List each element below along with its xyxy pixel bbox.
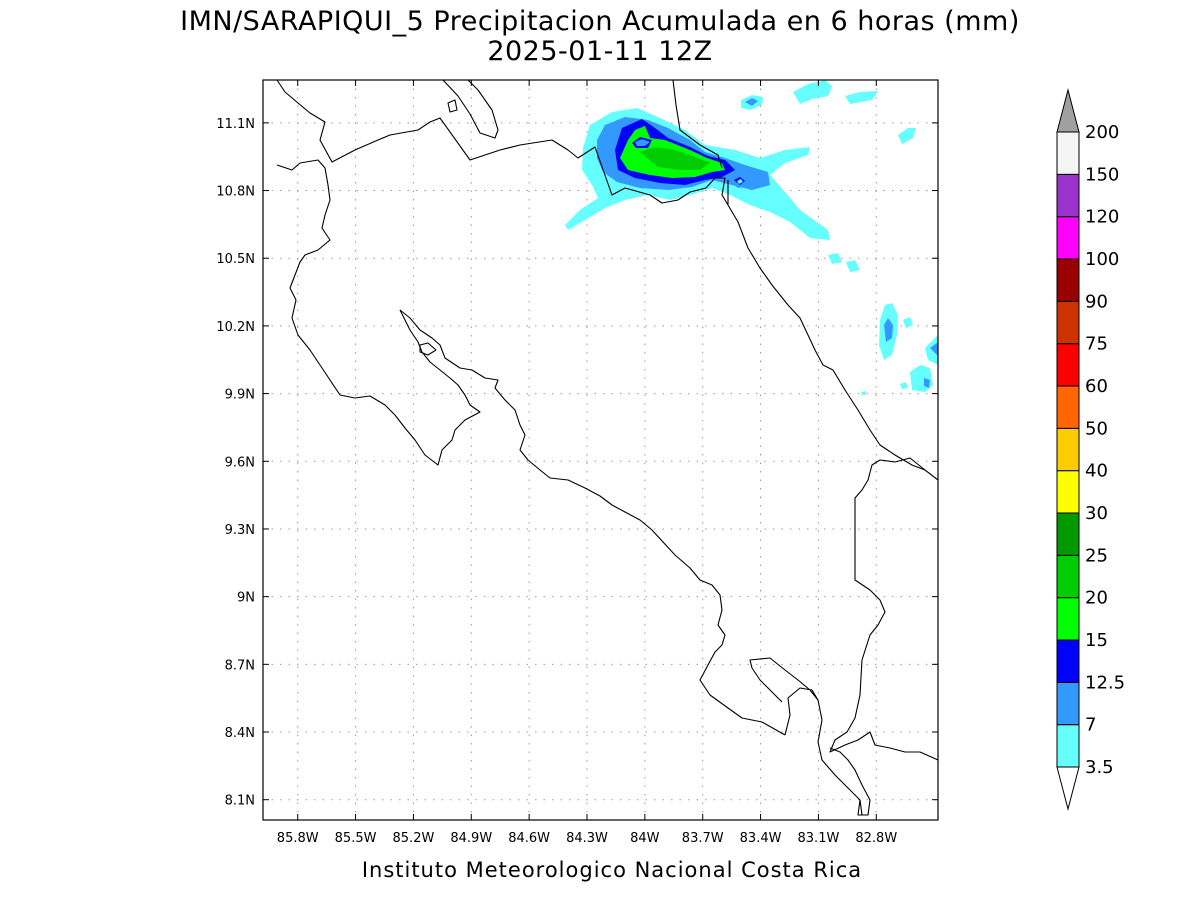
colorbar: 3.5 7 12.5 15 20 25 30 40 50 60 75 90 100 120 150 200 <box>1056 88 1125 811</box>
pacific-coast-north <box>276 159 481 466</box>
precip-area-3p5-east-coast-3 <box>910 365 933 392</box>
y-tick-label: 8.4N <box>225 726 255 741</box>
colorbar-level-label: 200 <box>1085 122 1119 143</box>
nicaragua-border <box>276 79 729 206</box>
colorbar-level-label: 25 <box>1085 545 1108 566</box>
gulf-of-nicoya <box>399 309 786 736</box>
y-tick-label: 10.5N <box>216 252 255 267</box>
colorbar-swatch <box>1056 173 1080 218</box>
precip-area-3p5-east-dot <box>737 179 743 184</box>
precip-area-3p5-ne-3 <box>845 91 878 104</box>
colorbar-swatch <box>1056 300 1080 345</box>
colorbar-level-label: 40 <box>1085 461 1108 482</box>
x-tick-label: 84W <box>630 831 660 846</box>
colorbar-level-label: 20 <box>1085 588 1108 609</box>
axis-ticks: 85.8W 85.5W 85.2W 84.9W 84.6W 84.3W 84W 83.7W 83… <box>216 80 938 846</box>
colorbar-swatch <box>1056 554 1080 599</box>
precip-area-20-north <box>640 147 710 170</box>
y-tick-label: 8.7N <box>225 658 255 673</box>
colorbar-swatch <box>1056 258 1080 302</box>
colorbar-level-label: 30 <box>1085 503 1108 524</box>
x-tick-label: 85.2W <box>393 831 435 846</box>
colorbar-swatch <box>1056 512 1080 556</box>
colorbar-swatch <box>1056 639 1080 683</box>
colorbar-swatch <box>1056 597 1080 641</box>
colorbar-level-label: 120 <box>1085 207 1119 228</box>
precip-area-3p5-tiny <box>861 391 866 395</box>
colorbar-level-label: 12.5 <box>1085 672 1125 693</box>
colorbar-level-label: 3.5 <box>1085 757 1114 778</box>
y-tick-label: 11.1N <box>216 117 255 132</box>
x-tick-label: 84.6W <box>508 831 550 846</box>
y-tick-label: 10.2N <box>216 320 255 335</box>
precip-area-3p5-small <box>900 382 908 389</box>
nicoya-island <box>419 342 437 356</box>
gridlines <box>263 80 938 820</box>
colorbar-level-label: 60 <box>1085 376 1108 397</box>
osa-peninsula <box>749 657 819 736</box>
colorbar-level-label: 7 <box>1085 715 1096 736</box>
precip-area-7-ne-1 <box>745 98 758 106</box>
colorbar-swatch <box>1056 470 1080 514</box>
colorbar-swatch <box>1056 724 1080 768</box>
coastlines-and-borders <box>276 79 939 816</box>
colorbar-level-label: 50 <box>1085 418 1108 439</box>
y-tick-label: 9.6N <box>225 455 255 470</box>
map-title: IMN/SARAPIQUI_5 Precipitacion Acumulada … <box>180 6 1020 37</box>
colorbar-upper-extend <box>1056 88 1080 133</box>
x-tick-label: 83.1W <box>798 831 840 846</box>
precip-area-3p5-east-edge <box>925 335 938 365</box>
panama-border <box>829 457 939 761</box>
x-tick-label: 82.8W <box>855 831 897 846</box>
precip-area-3p5-ne-2 <box>793 80 832 104</box>
y-tick-label: 9N <box>237 591 255 606</box>
colorbar-swatch <box>1056 216 1080 260</box>
precip-area-3p5-central-2 <box>846 260 860 272</box>
lake-island <box>447 99 458 113</box>
colorbar-swatch <box>1056 681 1080 726</box>
colorbar-lower-extend <box>1056 766 1080 811</box>
golfo-dulce-coast <box>817 699 871 816</box>
san-juan-river <box>672 79 723 169</box>
colorbar-swatch <box>1056 385 1080 429</box>
precip-area-7-east-coast-1 <box>884 318 893 342</box>
colorbar-swatch <box>1056 427 1080 472</box>
x-tick-label: 83.7W <box>682 831 724 846</box>
colorbar-level-label: 15 <box>1085 630 1108 651</box>
colorbar-level-label: 150 <box>1085 164 1119 185</box>
colorbar-level-label: 75 <box>1085 334 1108 355</box>
y-tick-label: 10.8N <box>216 185 255 200</box>
x-tick-label: 85.5W <box>335 831 377 846</box>
precip-area-3p5-ne-4 <box>898 128 916 144</box>
institution-credit: Instituto Meteorologico Nacional Costa R… <box>362 858 862 882</box>
colorbar-level-label: 90 <box>1085 291 1108 312</box>
precip-area-3p5-hole <box>635 139 650 146</box>
precip-area-7-east-edge <box>930 342 938 356</box>
x-tick-label: 84.3W <box>566 831 608 846</box>
x-tick-label: 84.9W <box>450 831 492 846</box>
caribbean-coast <box>727 204 939 481</box>
colorbar-swatch <box>1056 343 1080 387</box>
x-tick-label: 85.8W <box>277 831 319 846</box>
map-frame <box>262 79 939 821</box>
precip-area-3p5-east-coast-2 <box>903 317 913 328</box>
y-tick-label: 9.9N <box>225 388 255 403</box>
burica-peninsula <box>857 799 868 816</box>
nicaragua-lake-shore <box>442 79 499 139</box>
y-tick-label: 9.3N <box>225 523 255 538</box>
x-tick-label: 83.4W <box>740 831 782 846</box>
precipitation-fields <box>565 80 938 395</box>
precip-area-3p5-central-1 <box>828 253 842 264</box>
y-tick-label: 8.1N <box>225 794 255 809</box>
colorbar-swatch <box>1056 131 1080 175</box>
colorbar-level-label: 100 <box>1085 249 1119 270</box>
map-subtitle: 2025-01-11 12Z <box>487 36 712 67</box>
precip-area-7-east-coast-3 <box>924 378 930 388</box>
